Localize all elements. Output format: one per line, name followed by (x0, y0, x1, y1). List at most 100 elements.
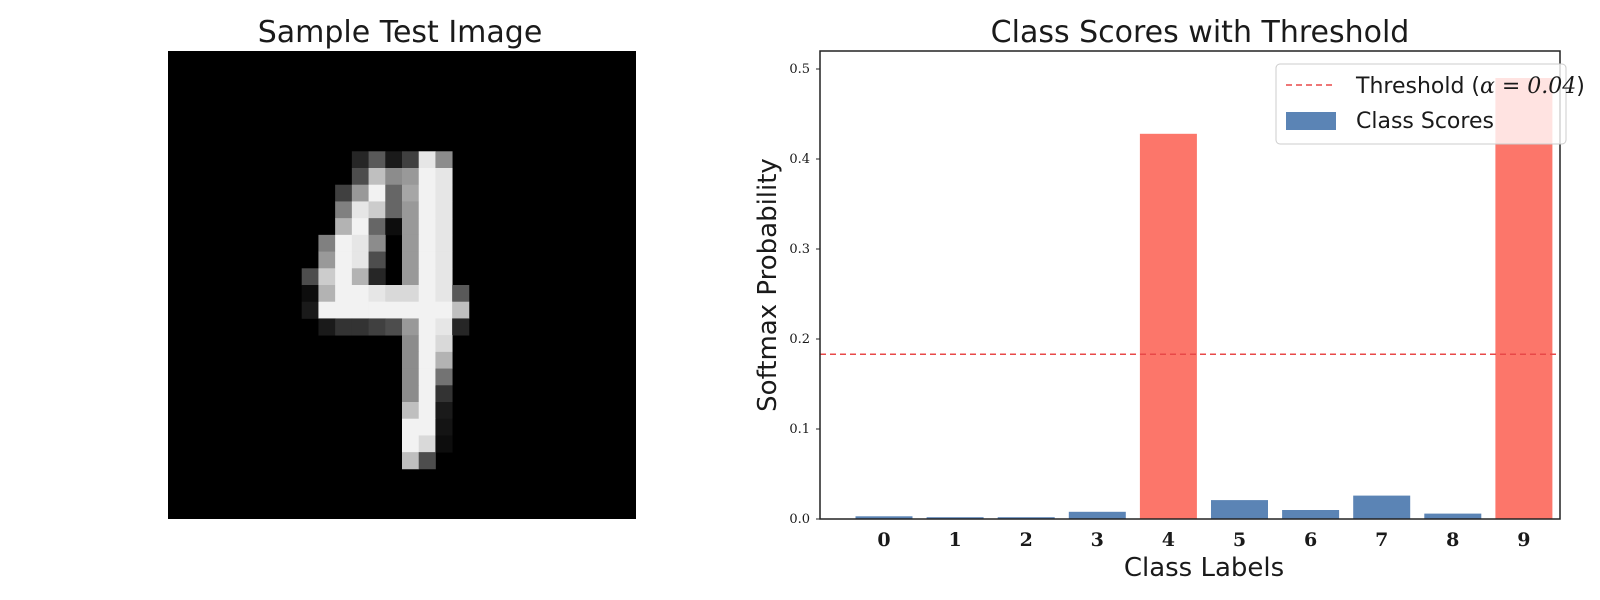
image-pixel (418, 402, 436, 420)
image-pixel (318, 301, 336, 319)
image-panel-title: Sample Test Image (258, 15, 543, 50)
x-tick-label-7: 7 (1375, 529, 1388, 551)
x-tick-label-8: 8 (1446, 529, 1459, 551)
image-pixel (368, 301, 386, 319)
x-tick-label-9: 9 (1517, 529, 1530, 551)
image-pixel (418, 268, 436, 286)
image-pixel (351, 184, 369, 202)
image-pixel (402, 184, 420, 202)
image-pixel (418, 418, 436, 436)
legend-threshold-prefix: Threshold ( (1355, 74, 1480, 99)
image-pixel (418, 435, 436, 453)
image-pixel (402, 452, 420, 470)
image-pixel (351, 234, 369, 252)
image-pixel (402, 168, 420, 186)
legend-threshold-suffix: ) (1576, 74, 1585, 99)
image-pixel (351, 218, 369, 236)
image-pixel (368, 234, 386, 252)
image-pixel (368, 168, 386, 186)
image-pixel (402, 151, 420, 169)
chart-panel: Class Scores with Threshold 0.0 0.1 0.2 0.3… (753, 15, 1585, 583)
image-pixel (335, 234, 353, 252)
image-pixel (335, 268, 353, 286)
bar-class-6 (1282, 510, 1340, 519)
image-pixel (418, 285, 436, 303)
image-pixel (435, 351, 453, 369)
x-axis-ticks: 0 1 2 3 4 5 6 7 8 9 (877, 529, 1530, 551)
bar-class-1 (926, 517, 984, 519)
image-pixel (402, 285, 420, 303)
image-pixel (368, 318, 386, 336)
image-pixel (435, 402, 453, 420)
image-pixel (402, 234, 420, 252)
image-pixel (368, 184, 386, 202)
plot-frame (819, 50, 1561, 520)
image-pixel (418, 318, 436, 336)
image-pixel (318, 318, 336, 336)
image-pixel (351, 268, 369, 286)
bar-class-7 (1353, 495, 1411, 519)
legend-class-scores-swatch (1286, 112, 1336, 130)
image-pixel (435, 301, 453, 319)
image-pixel (335, 184, 353, 202)
image-pixel (385, 168, 403, 186)
image-pixel (385, 151, 403, 169)
image-pixel (402, 418, 420, 436)
image-pixel (335, 285, 353, 303)
image-pixel (335, 201, 353, 219)
image-pixel (402, 251, 420, 269)
image-pixel (402, 385, 420, 403)
image-pixel (385, 318, 403, 336)
image-pixel (418, 201, 436, 219)
bar-class-2 (997, 517, 1055, 519)
image-pixel (402, 435, 420, 453)
bar-class-4 (1139, 133, 1197, 520)
x-tick-label-6: 6 (1304, 529, 1317, 551)
bar-class-5 (1211, 500, 1268, 519)
y-tick-label: 0.5 (789, 62, 810, 77)
image-pixel (435, 251, 453, 269)
x-tick-label-3: 3 (1091, 529, 1104, 551)
image-pixel (435, 318, 453, 336)
image-pixel (318, 285, 336, 303)
image-pixel (418, 168, 436, 186)
image-pixel (385, 201, 403, 219)
image-pixel (402, 402, 420, 420)
digit-image (301, 151, 470, 470)
image-pixel (418, 351, 436, 369)
chart-title: Class Scores with Threshold (991, 15, 1410, 50)
image-pixel (335, 251, 353, 269)
image-pixel (318, 234, 336, 252)
image-pixel (435, 218, 453, 236)
image-pixel (351, 201, 369, 219)
y-tick-label: 0.0 (789, 512, 810, 527)
image-pixel (435, 335, 453, 353)
image-pixel (418, 368, 436, 386)
image-pixel (435, 435, 453, 453)
legend-threshold-math: α = 0.04 (1480, 74, 1576, 99)
y-axis-label: Softmax Probability (753, 158, 783, 412)
image-pixel (435, 268, 453, 286)
image-pixel (368, 218, 386, 236)
image-pixel (452, 285, 470, 303)
x-tick-label-1: 1 (948, 529, 961, 551)
image-pixel (368, 251, 386, 269)
image-pixel (368, 201, 386, 219)
image-pixel (385, 301, 403, 319)
image-pixel (351, 251, 369, 269)
image-pixel (418, 251, 436, 269)
image-pixel (301, 285, 319, 303)
image-pixel (402, 301, 420, 319)
image-pixel (418, 385, 436, 403)
legend-box (1275, 63, 1567, 145)
image-pixel (402, 201, 420, 219)
image-pixel (368, 268, 386, 286)
image-pixel (385, 218, 403, 236)
image-pixel (335, 218, 353, 236)
y-tick-label: 0.3 (789, 242, 810, 257)
image-pixel (435, 285, 453, 303)
image-pixel (402, 335, 420, 353)
image-pixel (435, 368, 453, 386)
y-axis-ticks: 0.0 0.1 0.2 0.3 0.4 0.5 (789, 62, 820, 527)
image-pixel (351, 301, 369, 319)
